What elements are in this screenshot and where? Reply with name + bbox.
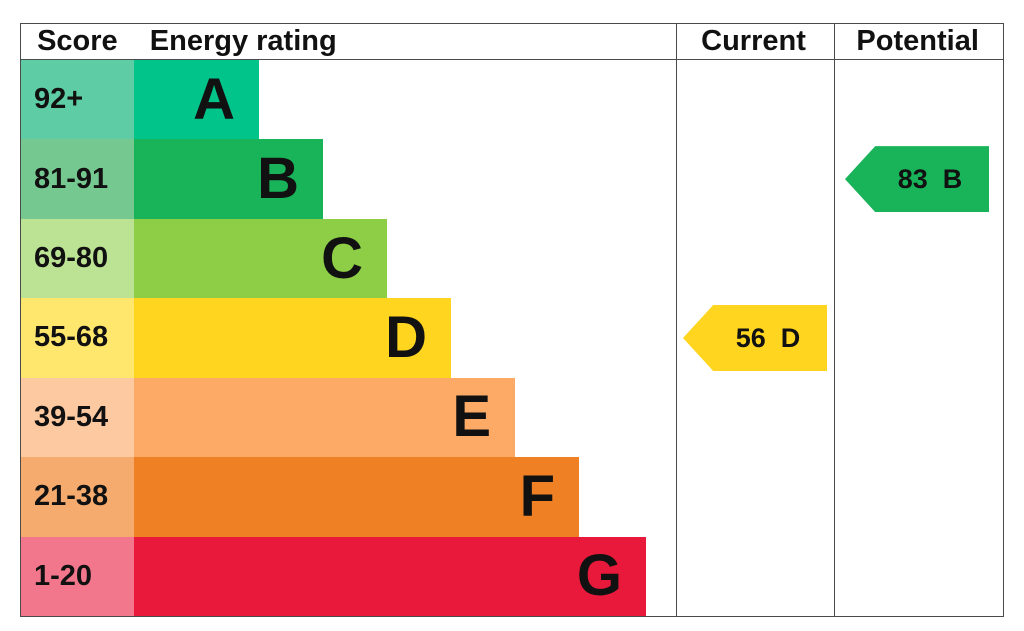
score-label-a: 92+ (34, 83, 84, 116)
rating-bar-a: A (134, 60, 259, 140)
rating-bar-f: F (134, 457, 579, 537)
score-label-c: 69-80 (34, 242, 109, 275)
divider-potential (834, 24, 835, 616)
score-cell-g: 1-20 (21, 536, 134, 616)
score-cell-c: 69-80 (21, 218, 134, 299)
header-score: Score (37, 25, 118, 57)
score-label-e: 39-54 (34, 400, 109, 433)
rating-letter-d: D (385, 304, 427, 370)
chart-header: Score Energy rating Current Potential (21, 24, 1003, 60)
rating-letter-a: A (193, 66, 235, 132)
header-potential: Potential (856, 25, 979, 57)
potential-rating-arrow: 83 B (845, 146, 989, 213)
score-cell-b: 81-91 (21, 139, 134, 219)
band-row-g: 1-20 G (21, 536, 676, 616)
rating-bar-e: E (134, 377, 515, 458)
band-row-c: 69-80 C (21, 218, 676, 299)
potential-score-value: 83 (897, 163, 928, 194)
rating-letter-f: F (519, 463, 555, 529)
rating-letter-e: E (452, 384, 491, 450)
rating-letter-g: G (576, 543, 622, 609)
band-row-b: 81-91 B (21, 139, 676, 219)
band-row-f: 21-38 F (21, 457, 676, 537)
rating-bar-c: C (134, 218, 387, 299)
score-cell-e: 39-54 (21, 377, 134, 458)
current-score-value: 56 (735, 322, 766, 353)
current-column: 56 D (677, 60, 834, 616)
current-rating-arrow: 56 D (683, 305, 827, 371)
epc-rating-chart: Score Energy rating Current Potential 92… (20, 23, 1004, 617)
score-cell-f: 21-38 (21, 457, 134, 537)
score-label-g: 1-20 (34, 559, 93, 592)
rating-bar-b: B (134, 139, 323, 219)
divider-current (676, 24, 677, 616)
band-row-a: 92+ A (21, 60, 676, 140)
potential-rating-letter: B (942, 163, 963, 194)
rating-bar-g: G (134, 536, 646, 616)
score-cell-a: 92+ (21, 60, 134, 140)
score-label-d: 55-68 (34, 321, 109, 354)
score-cell-d: 55-68 (21, 298, 134, 378)
rating-letter-c: C (321, 225, 363, 291)
bands: 92+ A 81-91 B 69-80 C 55-68 (21, 60, 676, 616)
rating-bar-d: D (134, 298, 451, 378)
score-label-b: 81-91 (34, 162, 109, 195)
header-current: Current (701, 25, 806, 57)
rating-letter-b: B (257, 146, 299, 212)
potential-column: 83 B (835, 60, 1005, 616)
current-rating-letter: D (780, 322, 801, 353)
score-label-f: 21-38 (34, 480, 109, 513)
header-energy-rating: Energy rating (149, 25, 337, 57)
band-row-e: 39-54 E (21, 377, 676, 458)
band-row-d: 55-68 D (21, 298, 676, 378)
